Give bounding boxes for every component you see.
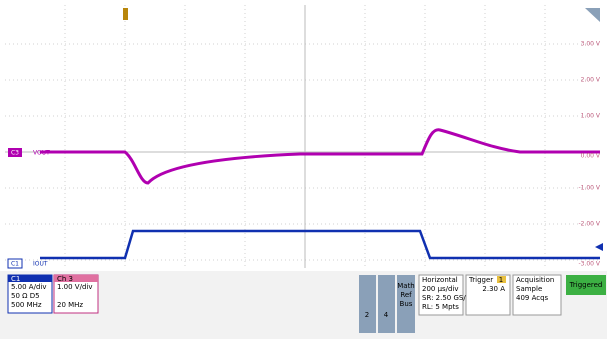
ch1-trace: [40, 229, 600, 260]
axis-label: -2.00 V: [578, 221, 600, 228]
badge-line: 50 Ω D5: [11, 292, 40, 300]
ch3-badge-head: [54, 275, 98, 282]
axis-label: 3.00 V: [581, 41, 601, 48]
trigger-level: [595, 243, 603, 251]
ch1-badge-head: [8, 275, 52, 282]
badge-line: 5.00 A/div: [11, 283, 47, 291]
badge-title: Horizontal: [422, 276, 458, 284]
button[interactable]: [359, 275, 376, 333]
ch1-name: IOUT: [33, 261, 48, 268]
status-badge[interactable]: [566, 275, 606, 295]
ch1-tag-box: [7, 258, 23, 269]
right-axis: 3.00 V 2.00 V 1.00 V 0.00 V -1.00 V -2.0…: [578, 41, 600, 268]
badge-title: Ch 3: [57, 275, 73, 283]
button-label: Bus: [400, 300, 413, 308]
button[interactable]: [397, 275, 415, 333]
ch3-trace: [40, 128, 600, 185]
acquisition-badge[interactable]: [512, 274, 562, 316]
status: Triggered: [569, 281, 603, 289]
trigger-position: [123, 8, 128, 20]
corner-badge: [585, 8, 600, 22]
button[interactable]: [378, 275, 395, 333]
button-label: Math: [397, 282, 415, 290]
trigger-source-box: [497, 276, 506, 283]
ch1-tag: C1: [11, 261, 19, 268]
badge-line: 200 µs/div: [422, 285, 459, 293]
button-label: 4: [384, 311, 389, 319]
button-label: 2: [365, 311, 369, 319]
badge-line: 500 MHz: [11, 301, 42, 309]
badge-title: C1: [11, 275, 20, 283]
ch3-tag: C3: [11, 150, 19, 157]
badge-line: 20 MHz: [57, 301, 83, 309]
trigger-source: 1: [499, 276, 503, 284]
badge-title: Acquisition: [516, 276, 554, 284]
badge-title: Trigger: [468, 276, 493, 284]
badge-line: SR: 2.50 GS/s: [422, 294, 470, 302]
button-label: Ref: [400, 291, 412, 299]
badge-line: 1.00 V/div: [57, 283, 93, 291]
axis-label: 2.00 V: [581, 77, 601, 84]
ch3-name: VOUT: [33, 150, 50, 157]
axis-label: 1.00 V: [581, 113, 601, 120]
horizontal-badge[interactable]: [418, 274, 464, 316]
axis-label: -1.00 V: [578, 185, 600, 192]
badge-line: RL: 5 Mpts: [422, 303, 459, 311]
ch3-tag-box: [8, 148, 22, 157]
bottom-bar: C1 5.00 A/div 50 Ω D5 500 MHz Ch 3 1.00 …: [0, 271, 607, 339]
badge-line: Sample: [516, 285, 542, 293]
badge-line: 409 Acqs: [516, 294, 549, 302]
axis-label: 0.00 V: [581, 153, 601, 160]
axis-label: -3.00 V: [578, 261, 600, 268]
trigger-level-text: 2.30 A: [482, 285, 505, 293]
